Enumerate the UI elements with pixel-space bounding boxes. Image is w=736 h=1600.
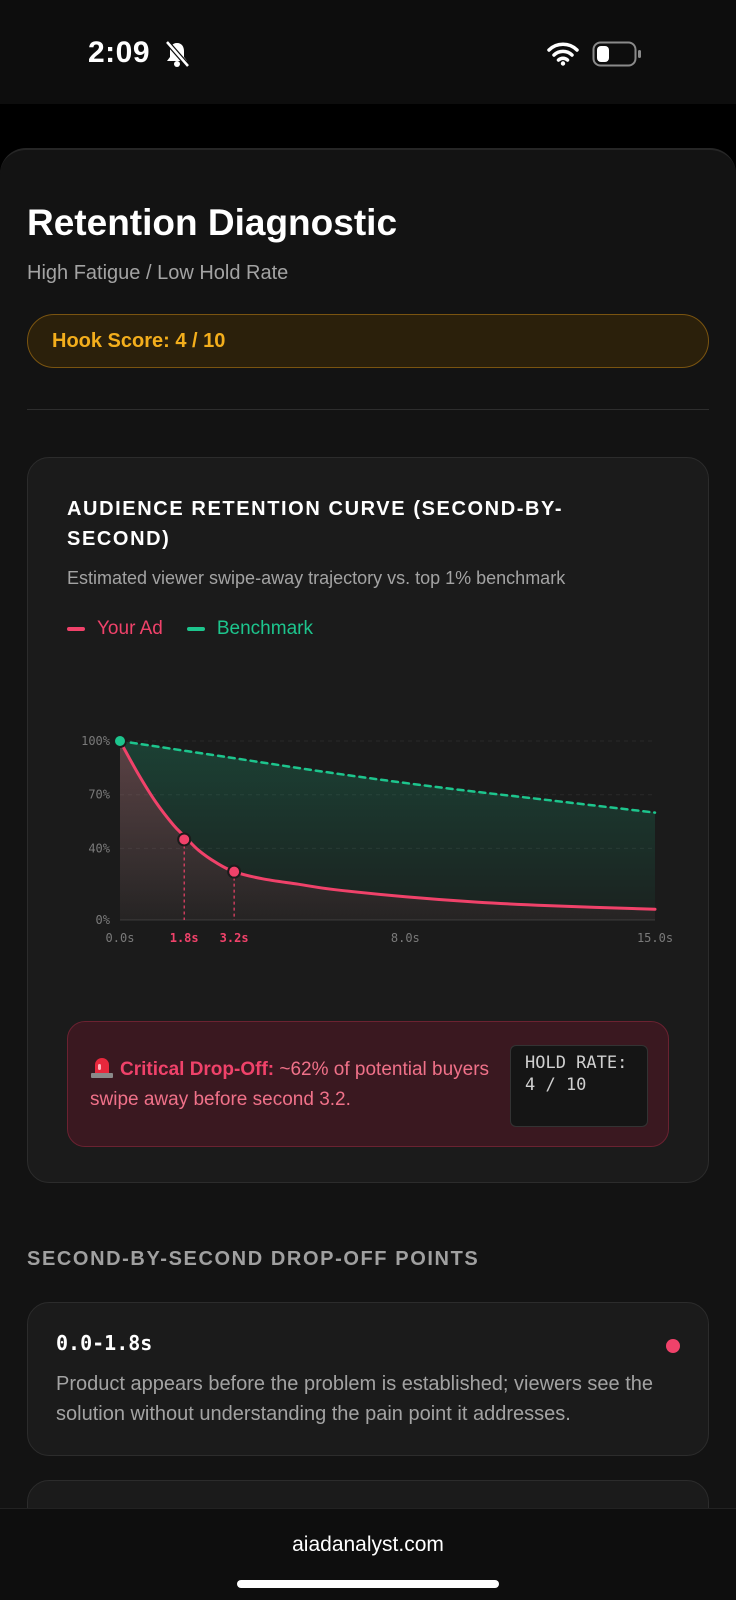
page-subtitle: High Fatigue / Low Hold Rate (27, 262, 289, 284)
legend-swatch-benchmark (186, 627, 205, 631)
y-tick-label: 40% (88, 841, 110, 855)
dropoff-card[interactable]: 0.0-1.8s Product appears before the prob… (27, 1302, 709, 1456)
alert-text: ~62% of potential buyers swipe away befo… (90, 1059, 490, 1110)
severity-dot (666, 1339, 680, 1353)
dropoff-time-range: 0.0-1.8s (56, 1331, 153, 1355)
chart-subtitle: Estimated viewer swipe-away trajectory v… (67, 568, 566, 588)
critical-dropoff-alert: Critical Drop-Off: ~62% of potential buy… (67, 1021, 669, 1147)
browser-bottom-bar: aiadanalyst.com (0, 1508, 736, 1600)
bell-slash-icon (165, 40, 190, 68)
alert-label: Critical Drop-Off: (120, 1059, 275, 1080)
battery-icon (592, 41, 641, 67)
site-url[interactable]: aiadanalyst.com (292, 1533, 444, 1556)
chart-legend: Your Ad Benchmark (67, 618, 313, 640)
dropoff-card-next[interactable] (27, 1480, 709, 1510)
status-bar: 2:09 (0, 0, 736, 104)
line-benchmark (118, 739, 657, 814)
x-tick-label: 15.0s (637, 931, 673, 945)
chart-title: AUDIENCE RETENTION CURVE (SECOND-BY-SECO… (67, 498, 564, 550)
x-tick-label: 3.2s (220, 931, 249, 945)
y-tick-label: 70% (88, 788, 110, 802)
y-tick-label: 0% (96, 913, 111, 927)
marker-your-ad (177, 832, 192, 847)
marker-benchmark (113, 734, 127, 748)
retention-chart: 0% 40% 70% 100% 0.0s 1.8s 3.2s 8.0s 15.0s (81, 734, 673, 945)
hold-rate-badge: HOLD RATE: 4 / 10 (510, 1045, 648, 1127)
alert-message: Critical Drop-Off: ~62% of potential buy… (90, 1055, 500, 1115)
area-your-ad (120, 741, 655, 920)
page-title: Retention Diagnostic (27, 202, 398, 243)
dropoff-section-title: SECOND-BY-SECOND DROP-OFF POINTS (27, 1248, 480, 1270)
legend-item-your-ad: Your Ad (67, 618, 163, 640)
legend-item-benchmark: Benchmark (186, 618, 313, 640)
legend-swatch-your-ad (67, 627, 85, 631)
x-tick-label: 1.8s (170, 931, 199, 945)
wifi-icon (547, 42, 579, 66)
area-benchmark (120, 741, 655, 920)
home-indicator[interactable] (237, 1580, 499, 1588)
legend-label-benchmark: Benchmark (216, 618, 313, 639)
retention-chart-card: AUDIENCE RETENTION CURVE (SECOND-BY-SECO… (27, 457, 709, 1183)
divider (27, 409, 709, 410)
marker-your-ad (227, 864, 242, 879)
y-tick-label: 100% (81, 734, 111, 748)
hook-score-badge: Hook Score: 4 / 10 (27, 314, 709, 368)
legend-label-your-ad: Your Ad (97, 618, 163, 639)
status-time: 2:09 (88, 36, 151, 69)
dropoff-description: Product appears before the problem is es… (56, 1373, 654, 1425)
x-tick-label: 0.0s (106, 931, 135, 945)
x-tick-label: 8.0s (391, 931, 420, 945)
siren-icon (91, 1058, 113, 1078)
diagnostic-sheet: Retention Diagnostic High Fatigue / Low … (0, 148, 736, 1510)
